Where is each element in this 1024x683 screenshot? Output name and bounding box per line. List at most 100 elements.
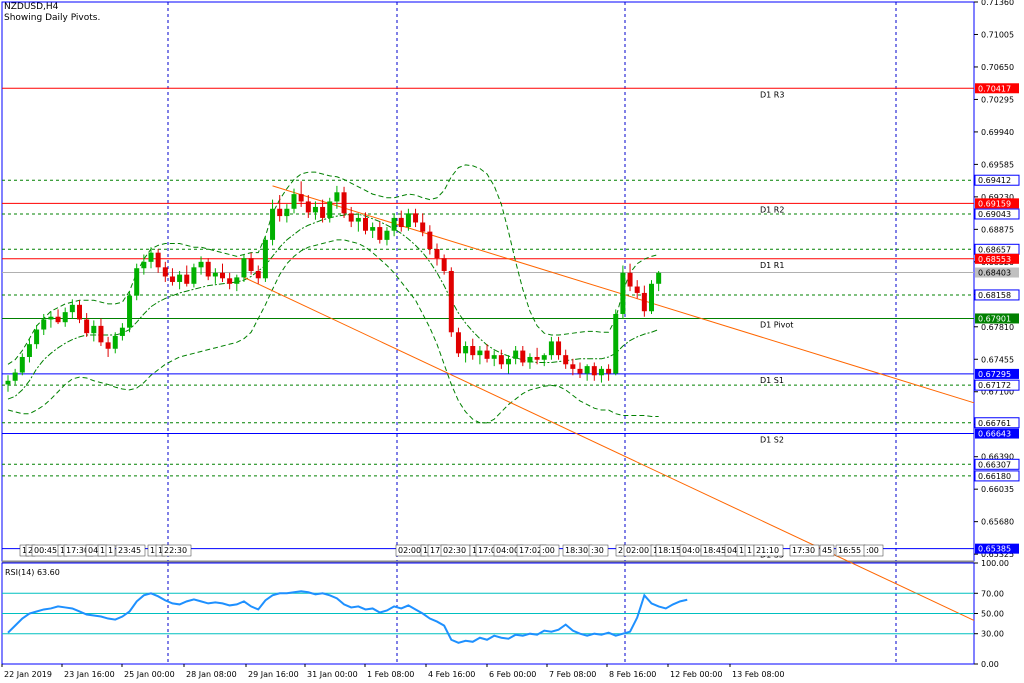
price-tick-label: 0.66390	[981, 453, 1014, 462]
candle-body	[448, 270, 454, 333]
time-label-box	[753, 544, 784, 557]
date-label: 12 Feb 00:00	[670, 670, 722, 679]
pivot-price-tag	[975, 368, 1019, 379]
candle-body	[320, 206, 326, 218]
time-label: 1	[653, 546, 658, 555]
candle-body	[641, 292, 647, 312]
price-tick-label: 0.66035	[981, 485, 1014, 494]
candle-body	[420, 222, 426, 232]
candle-body	[577, 368, 583, 374]
candle-body	[348, 213, 354, 222]
candle-body	[491, 355, 497, 359]
candle-body	[162, 267, 168, 277]
date-label: 6 Feb 00:00	[489, 670, 536, 679]
price-tick-label: 0.70650	[981, 63, 1014, 72]
candle-body	[427, 231, 433, 250]
time-label: 2	[28, 546, 33, 555]
price-tick-label: 0.67810	[981, 323, 1014, 332]
candle-body	[19, 356, 25, 373]
date-label: 4 Feb 16:00	[428, 670, 475, 679]
date-label: 22 Jan 2019	[4, 670, 52, 679]
main-chart-frame	[1, 1, 975, 562]
channel-lower-line	[243, 276, 975, 621]
candle-body	[634, 286, 640, 293]
candle-body	[370, 227, 376, 231]
time-label-box	[789, 544, 820, 557]
candle-body	[41, 319, 47, 330]
price-tick-label: 0.67100	[981, 388, 1014, 397]
candle-body	[48, 316, 54, 320]
candle-body	[534, 356, 540, 360]
candle-body	[463, 346, 469, 354]
candle-body	[398, 217, 404, 228]
candle-body	[541, 355, 547, 360]
candle-body	[384, 230, 390, 240]
price-tag-box	[974, 379, 1020, 391]
time-label: 16:55	[838, 546, 861, 555]
date-label: 13 Feb 08:00	[732, 670, 784, 679]
time-label: 1	[423, 546, 428, 555]
time-label: 1	[747, 546, 752, 555]
time-label: 1	[158, 546, 163, 555]
candle-body	[105, 342, 111, 349]
candle-body	[298, 194, 304, 202]
candle-body	[391, 217, 397, 231]
time-label: 22:30	[164, 546, 187, 555]
time-label: 17:30	[792, 546, 815, 555]
price-tag-label: 0.67172	[978, 381, 1011, 390]
pivot-label: D1 R3	[760, 90, 784, 99]
candle-body	[205, 261, 211, 277]
candle-body	[484, 350, 490, 359]
candle-body	[262, 239, 268, 279]
candle-body	[434, 249, 440, 259]
band-middle-line	[7, 213, 659, 400]
time-label: 1	[100, 546, 105, 555]
candle-body	[598, 368, 604, 376]
time-label-box	[819, 544, 835, 557]
candle-body	[312, 206, 318, 213]
symbol-label: NZDUSD,H4	[4, 2, 59, 12]
candle-body	[91, 325, 97, 334]
time-label-box	[161, 544, 192, 557]
price-tick-label: 0.65325	[981, 550, 1014, 559]
price-tag-box	[974, 470, 1020, 482]
candle-body	[656, 272, 662, 284]
pivot-price-tag	[975, 198, 1019, 209]
time-label: :00	[866, 546, 879, 555]
candle-body	[613, 313, 619, 374]
candle-body	[26, 344, 32, 357]
candle-body	[62, 312, 68, 323]
candle-body	[169, 276, 175, 282]
time-label: 18:45	[703, 546, 726, 555]
time-label: 1	[60, 546, 65, 555]
price-tick-label: 0.70295	[981, 95, 1014, 104]
candle-body	[191, 267, 197, 284]
candle-body	[284, 208, 290, 217]
price-tag-box	[974, 417, 1020, 429]
candle-body	[527, 356, 533, 363]
candle-body	[363, 217, 368, 231]
candle-body	[98, 325, 104, 343]
candle-body	[341, 192, 347, 214]
pivot-price-label: 0.67295	[978, 370, 1011, 379]
candle-body	[5, 380, 11, 385]
candle-body	[327, 201, 333, 218]
candle-body	[506, 358, 511, 365]
time-label: 23:45	[118, 546, 141, 555]
candle-body	[405, 213, 411, 228]
candle-body	[291, 194, 297, 209]
candle-body	[34, 329, 40, 345]
candle-body	[241, 258, 247, 278]
pivot-price-label: 0.70417	[978, 84, 1011, 93]
rsi-tick-label: 30.00	[981, 630, 1004, 639]
time-label: 1	[472, 546, 477, 555]
time-label: 02:00	[626, 546, 649, 555]
chart-header: NZDUSD,H4 Showing Daily Pivots.	[4, 2, 100, 24]
candle-body	[649, 283, 654, 312]
candle-body	[198, 261, 204, 268]
time-label: 45	[822, 546, 832, 555]
pivot-price-label: 0.67901	[978, 314, 1011, 323]
pivot-price-label: 0.68553	[978, 255, 1011, 264]
candle-body	[498, 355, 504, 365]
